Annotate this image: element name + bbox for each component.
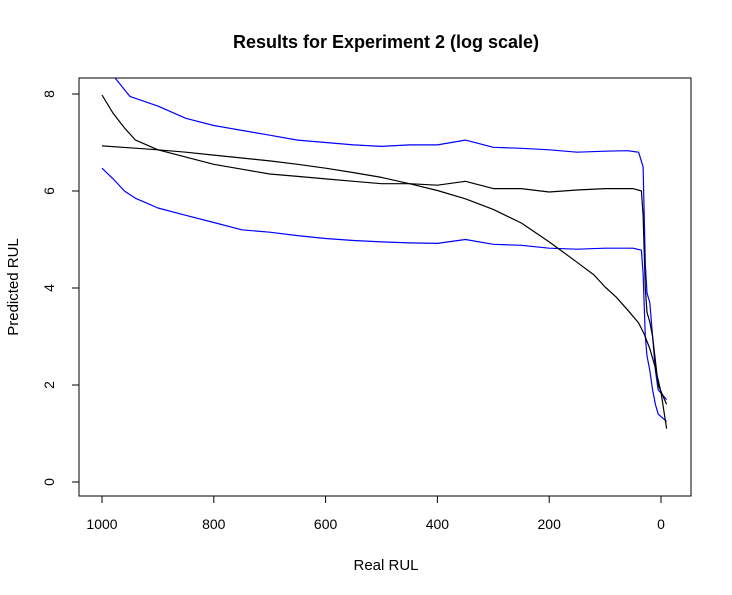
chart-title: Results for Experiment 2 (log scale) [233, 32, 539, 52]
x-tick-label: 600 [314, 516, 338, 532]
x-tick-label: 800 [202, 516, 226, 532]
y-tick-label: 4 [41, 284, 57, 292]
y-axis: 0 2 4 6 8 [41, 90, 80, 486]
upper-bound-line [114, 78, 668, 400]
x-axis-label: Real RUL [353, 557, 418, 574]
x-tick-label: 1000 [86, 516, 117, 532]
x-tick-label: 400 [426, 516, 450, 532]
y-tick-label: 0 [41, 478, 57, 486]
y-tick-label: 6 [41, 187, 57, 195]
x-tick-label: 0 [657, 516, 665, 532]
x-tick-label: 200 [538, 516, 562, 532]
x-axis: 1000 800 600 400 200 0 [86, 495, 665, 532]
lower-bound-line [101, 167, 667, 422]
reference-curve-line [101, 145, 668, 429]
y-axis-label: Predicted RUL [5, 238, 22, 336]
y-tick-label: 2 [41, 381, 57, 389]
y-tick-label: 8 [41, 90, 57, 98]
prediction-mean-line [101, 94, 668, 405]
series-layer [101, 78, 668, 429]
